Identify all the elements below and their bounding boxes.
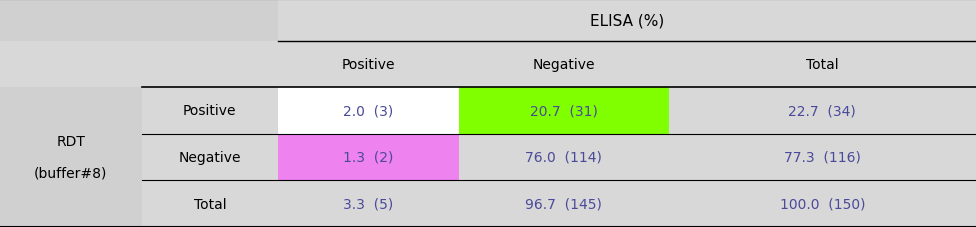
Text: 77.3  (116): 77.3 (116): [784, 150, 861, 164]
Text: Total: Total: [193, 197, 226, 211]
Bar: [278, 180, 459, 227]
Bar: [669, 180, 976, 227]
Bar: [459, 134, 669, 180]
Bar: [278, 87, 459, 134]
Bar: [278, 42, 459, 87]
Bar: [142, 134, 278, 180]
Text: Total: Total: [806, 58, 838, 72]
Text: 3.3  (5): 3.3 (5): [344, 197, 393, 211]
Bar: [0, 87, 142, 227]
Bar: [278, 0, 976, 42]
Bar: [278, 134, 459, 180]
Bar: [142, 87, 278, 134]
Bar: [669, 42, 976, 87]
Text: 96.7  (145): 96.7 (145): [525, 197, 602, 211]
Text: 100.0  (150): 100.0 (150): [780, 197, 865, 211]
Text: 22.7  (34): 22.7 (34): [789, 104, 856, 118]
Text: 76.0  (114): 76.0 (114): [525, 150, 602, 164]
Text: Negative: Negative: [532, 58, 595, 72]
Bar: [142, 180, 278, 227]
Text: ELISA (%): ELISA (%): [590, 14, 665, 28]
Bar: [0, 42, 278, 87]
Bar: [669, 134, 976, 180]
Text: Negative: Negative: [179, 150, 241, 164]
Text: Positive: Positive: [342, 58, 395, 72]
Bar: [459, 180, 669, 227]
Text: 1.3  (2): 1.3 (2): [344, 150, 393, 164]
Bar: [669, 87, 976, 134]
Text: 2.0  (3): 2.0 (3): [344, 104, 393, 118]
Text: (buffer#8): (buffer#8): [34, 166, 107, 180]
Bar: [459, 42, 669, 87]
Text: 20.7  (31): 20.7 (31): [530, 104, 597, 118]
Text: Positive: Positive: [183, 104, 236, 118]
Bar: [459, 87, 669, 134]
Text: RDT: RDT: [57, 134, 85, 148]
